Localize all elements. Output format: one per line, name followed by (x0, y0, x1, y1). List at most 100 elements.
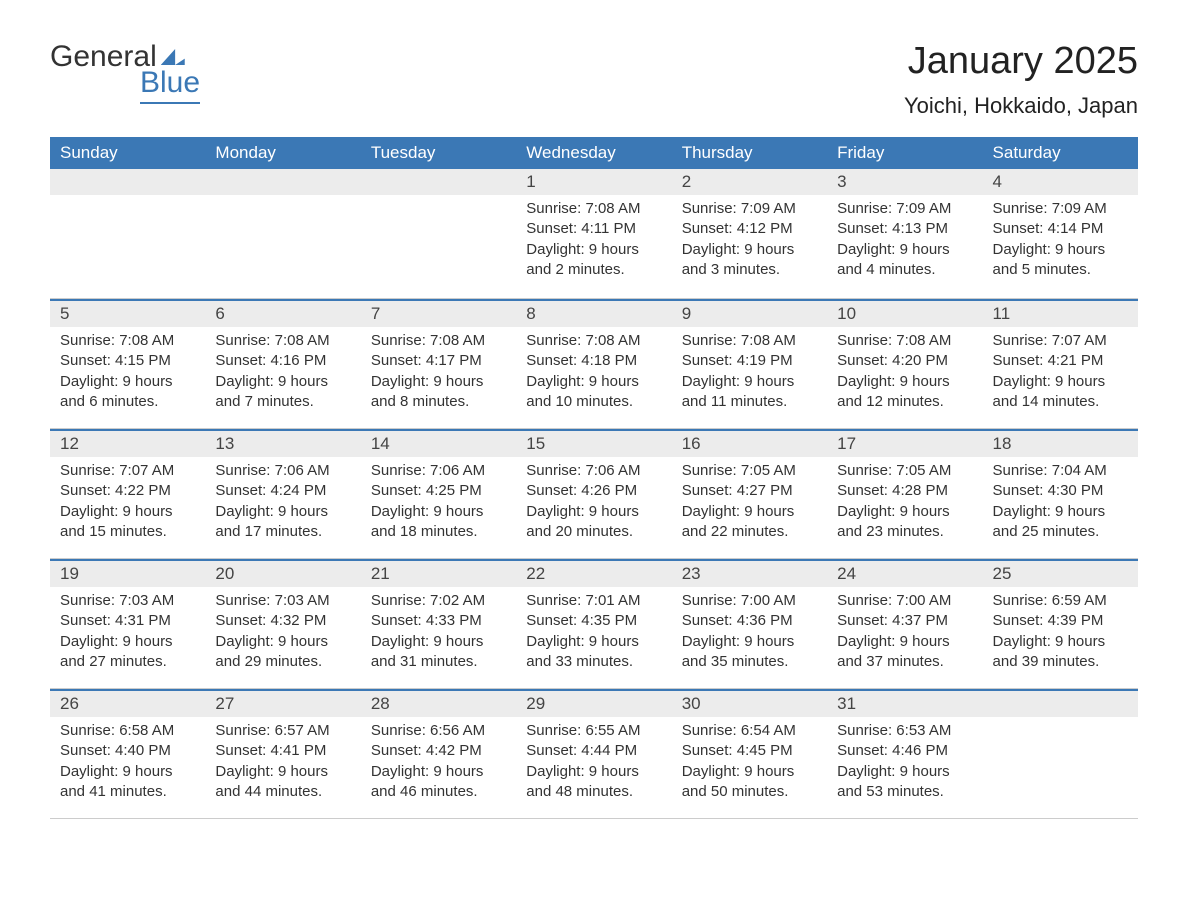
location: Yoichi, Hokkaido, Japan (904, 93, 1138, 119)
day-content: Sunrise: 6:53 AMSunset: 4:46 PMDaylight:… (827, 717, 982, 818)
sunrise-text: Sunrise: 7:08 AM (60, 331, 195, 351)
day-number: 29 (516, 691, 671, 717)
day-content: Sunrise: 7:04 AMSunset: 4:30 PMDaylight:… (983, 457, 1138, 558)
sunset-text: Sunset: 4:45 PM (682, 741, 817, 761)
daylight-text: Daylight: 9 hours and 15 minutes. (60, 502, 195, 543)
sunset-text: Sunset: 4:46 PM (837, 741, 972, 761)
sunset-text: Sunset: 4:40 PM (60, 741, 195, 761)
daylight-text: Daylight: 9 hours and 18 minutes. (371, 502, 506, 543)
daylight-text: Daylight: 9 hours and 35 minutes. (682, 632, 817, 673)
weekday-label: Monday (205, 137, 360, 169)
daylight-text: Daylight: 9 hours and 7 minutes. (215, 372, 350, 413)
day-cell: 26Sunrise: 6:58 AMSunset: 4:40 PMDayligh… (50, 691, 205, 818)
sunrise-text: Sunrise: 7:06 AM (526, 461, 661, 481)
day-number: 14 (361, 431, 516, 457)
title-block: January 2025 Yoichi, Hokkaido, Japan (904, 40, 1138, 119)
day-cell: 5 Sunrise: 7:08 AMSunset: 4:15 PMDaylight… (50, 301, 205, 428)
day-number: 17 (827, 431, 982, 457)
sunrise-text: Sunrise: 7:08 AM (526, 199, 661, 219)
day-cell: 30Sunrise: 6:54 AMSunset: 4:45 PMDayligh… (672, 691, 827, 818)
sunrise-text: Sunrise: 7:09 AM (682, 199, 817, 219)
weekday-label: Friday (827, 137, 982, 169)
day-number: 15 (516, 431, 671, 457)
sunset-text: Sunset: 4:15 PM (60, 351, 195, 371)
daylight-text: Daylight: 9 hours and 53 minutes. (837, 762, 972, 803)
week-row: 5Sunrise: 7:08 AMSunset: 4:15 PMDaylight… (50, 299, 1138, 429)
sunset-text: Sunset: 4:25 PM (371, 481, 506, 501)
daylight-text: Daylight: 9 hours and 37 minutes. (837, 632, 972, 673)
day-number: 7 (361, 301, 516, 327)
day-cell (361, 169, 516, 298)
day-cell: 25Sunrise: 6:59 AMSunset: 4:39 PMDayligh… (983, 561, 1138, 688)
day-content: Sunrise: 7:05 AMSunset: 4:28 PMDaylight:… (827, 457, 982, 558)
day-content: Sunrise: 6:57 AMSunset: 4:41 PMDaylight:… (205, 717, 360, 818)
day-number: 25 (983, 561, 1138, 587)
day-cell (50, 169, 205, 298)
day-content: Sunrise: 7:06 AMSunset: 4:26 PMDaylight:… (516, 457, 671, 558)
day-number: 5 (50, 301, 205, 327)
sunrise-text: Sunrise: 7:00 AM (837, 591, 972, 611)
day-number: 24 (827, 561, 982, 587)
day-number: 1 (516, 169, 671, 195)
sunrise-text: Sunrise: 6:55 AM (526, 721, 661, 741)
day-cell: 21Sunrise: 7:02 AMSunset: 4:33 PMDayligh… (361, 561, 516, 688)
daylight-text: Daylight: 9 hours and 46 minutes. (371, 762, 506, 803)
sunset-text: Sunset: 4:44 PM (526, 741, 661, 761)
day-content: Sunrise: 7:06 AMSunset: 4:24 PMDaylight:… (205, 457, 360, 558)
sunrise-text: Sunrise: 7:03 AM (215, 591, 350, 611)
daylight-text: Daylight: 9 hours and 3 minutes. (682, 240, 817, 281)
sunrise-text: Sunrise: 7:00 AM (682, 591, 817, 611)
day-cell: 24Sunrise: 7:00 AMSunset: 4:37 PMDayligh… (827, 561, 982, 688)
day-content: Sunrise: 7:03 AMSunset: 4:32 PMDaylight:… (205, 587, 360, 688)
daylight-text: Daylight: 9 hours and 17 minutes. (215, 502, 350, 543)
daylight-text: Daylight: 9 hours and 10 minutes. (526, 372, 661, 413)
day-cell: 2Sunrise: 7:09 AMSunset: 4:12 PMDaylight… (672, 169, 827, 298)
week-row: 1Sunrise: 7:08 AMSunset: 4:11 PMDaylight… (50, 169, 1138, 299)
day-cell: 22Sunrise: 7:01 AMSunset: 4:35 PMDayligh… (516, 561, 671, 688)
day-number: 8 (516, 301, 671, 327)
day-number: 20 (205, 561, 360, 587)
daylight-text: Daylight: 9 hours and 23 minutes. (837, 502, 972, 543)
day-content: Sunrise: 7:08 AMSunset: 4:16 PMDaylight:… (205, 327, 360, 428)
weekday-label: Wednesday (516, 137, 671, 169)
day-cell: 31Sunrise: 6:53 AMSunset: 4:46 PMDayligh… (827, 691, 982, 818)
week-row: 26Sunrise: 6:58 AMSunset: 4:40 PMDayligh… (50, 689, 1138, 819)
day-content: Sunrise: 7:07 AMSunset: 4:22 PMDaylight:… (50, 457, 205, 558)
sunrise-text: Sunrise: 7:09 AM (837, 199, 972, 219)
day-number: 3 (827, 169, 982, 195)
day-cell: 19Sunrise: 7:03 AMSunset: 4:31 PMDayligh… (50, 561, 205, 688)
day-cell (205, 169, 360, 298)
day-content: Sunrise: 6:55 AMSunset: 4:44 PMDaylight:… (516, 717, 671, 818)
day-cell: 8Sunrise: 7:08 AMSunset: 4:18 PMDaylight… (516, 301, 671, 428)
weekday-label: Saturday (983, 137, 1138, 169)
daylight-text: Daylight: 9 hours and 6 minutes. (60, 372, 195, 413)
sunset-text: Sunset: 4:19 PM (682, 351, 817, 371)
sunset-text: Sunset: 4:41 PM (215, 741, 350, 761)
sunrise-text: Sunrise: 7:08 AM (837, 331, 972, 351)
daylight-text: Daylight: 9 hours and 48 minutes. (526, 762, 661, 803)
day-content: Sunrise: 7:09 AMSunset: 4:13 PMDaylight:… (827, 195, 982, 296)
sunset-text: Sunset: 4:30 PM (993, 481, 1128, 501)
daylight-text: Daylight: 9 hours and 8 minutes. (371, 372, 506, 413)
sunrise-text: Sunrise: 7:08 AM (215, 331, 350, 351)
calendar: SundayMondayTuesdayWednesdayThursdayFrid… (50, 137, 1138, 819)
day-content: Sunrise: 6:56 AMSunset: 4:42 PMDaylight:… (361, 717, 516, 818)
sunset-text: Sunset: 4:31 PM (60, 611, 195, 631)
logo: General Blue (50, 40, 200, 104)
day-content: Sunrise: 7:08 AMSunset: 4:17 PMDaylight:… (361, 327, 516, 428)
day-cell: 3Sunrise: 7:09 AMSunset: 4:13 PMDaylight… (827, 169, 982, 298)
day-cell: 27Sunrise: 6:57 AMSunset: 4:41 PMDayligh… (205, 691, 360, 818)
sunset-text: Sunset: 4:27 PM (682, 481, 817, 501)
day-content: Sunrise: 7:05 AMSunset: 4:27 PMDaylight:… (672, 457, 827, 558)
sunrise-text: Sunrise: 7:07 AM (60, 461, 195, 481)
day-number: 13 (205, 431, 360, 457)
week-row: 12Sunrise: 7:07 AMSunset: 4:22 PMDayligh… (50, 429, 1138, 559)
day-number: 21 (361, 561, 516, 587)
sunset-text: Sunset: 4:14 PM (993, 219, 1128, 239)
daylight-text: Daylight: 9 hours and 33 minutes. (526, 632, 661, 673)
sunrise-text: Sunrise: 7:09 AM (993, 199, 1128, 219)
daylight-text: Daylight: 9 hours and 11 minutes. (682, 372, 817, 413)
day-number: 22 (516, 561, 671, 587)
sunrise-text: Sunrise: 6:53 AM (837, 721, 972, 741)
weekday-label: Sunday (50, 137, 205, 169)
